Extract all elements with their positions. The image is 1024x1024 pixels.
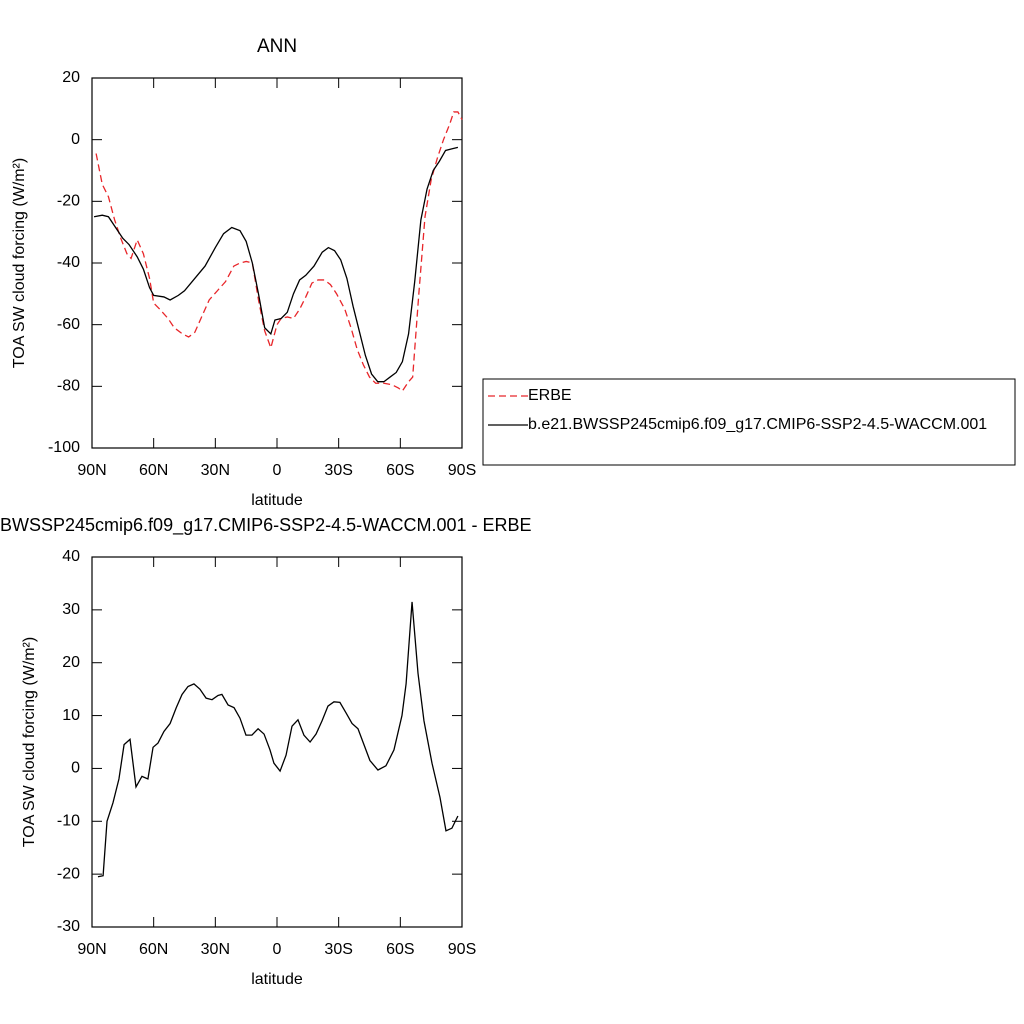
- y-tick-label: 0: [71, 131, 80, 148]
- x-tick-label: 0: [273, 941, 282, 958]
- x-tick-label: 0: [273, 462, 282, 479]
- y-tick-label: -10: [57, 813, 80, 830]
- chart-title: BWSSP245cmip6.f09_g17.CMIP6-SSP2-4.5-WAC…: [0, 515, 532, 536]
- x-tick-label: 30S: [324, 941, 352, 958]
- y-tick-label: 30: [62, 601, 80, 618]
- plot-frame: [91, 556, 463, 928]
- y-tick-label: 20: [62, 654, 80, 671]
- data-line: [97, 601, 459, 878]
- x-tick-label: 90N: [77, 941, 106, 958]
- y-tick-label: -40: [57, 254, 80, 271]
- y-axis-label: TOA SW cloud forcing (W/m²): [11, 158, 28, 368]
- x-tick-label: 60S: [386, 462, 414, 479]
- x-tick-label: 90S: [448, 462, 476, 479]
- x-axis-label: latitude: [251, 492, 303, 509]
- y-tick-label: 20: [62, 69, 80, 86]
- y-tick-label: -30: [57, 918, 80, 935]
- y-tick-label: 40: [62, 548, 80, 565]
- plot-frame: [91, 77, 463, 449]
- x-tick-label: 30S: [324, 462, 352, 479]
- x-tick-label: 90N: [77, 462, 106, 479]
- legend-box: [482, 378, 1016, 466]
- x-axis-label: latitude: [251, 971, 303, 988]
- legend-label: ERBE: [528, 387, 572, 404]
- data-line: [95, 111, 463, 392]
- y-tick-label: -20: [57, 193, 80, 210]
- y-tick-label: -60: [57, 316, 80, 333]
- legend-label: b.e21.BWSSP245cmip6.f09_g17.CMIP6-SSP2-4…: [528, 416, 987, 433]
- chart-title: ANN: [257, 36, 297, 57]
- x-tick-label: 30N: [201, 462, 230, 479]
- y-axis-label: TOA SW cloud forcing (W/m²): [21, 637, 38, 847]
- y-tick-label: 10: [62, 707, 80, 724]
- x-tick-label: 60N: [139, 462, 168, 479]
- y-tick-label: 0: [71, 760, 80, 777]
- y-tick-label: -100: [48, 439, 80, 456]
- y-tick-label: -80: [57, 378, 80, 395]
- data-line: [93, 146, 459, 383]
- x-tick-label: 30N: [201, 941, 230, 958]
- x-tick-label: 60S: [386, 941, 414, 958]
- y-tick-label: -20: [57, 865, 80, 882]
- x-tick-label: 60N: [139, 941, 168, 958]
- x-tick-label: 90S: [448, 941, 476, 958]
